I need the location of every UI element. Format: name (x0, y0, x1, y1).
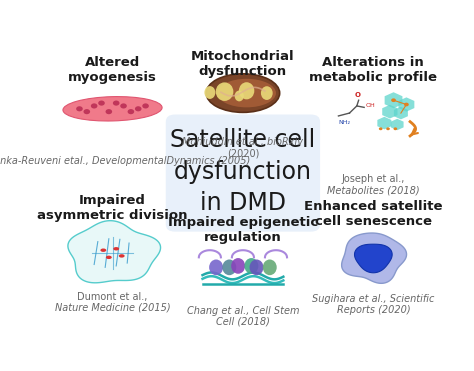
Text: Satellite cell
dysfunction
in DMD: Satellite cell dysfunction in DMD (170, 128, 316, 215)
Ellipse shape (98, 101, 105, 106)
Ellipse shape (217, 79, 276, 107)
Ellipse shape (391, 98, 396, 102)
Text: Nature Medicine (2015): Nature Medicine (2015) (55, 302, 170, 312)
Text: Chang et al., Cell Stem: Chang et al., Cell Stem (187, 306, 299, 316)
Ellipse shape (106, 109, 112, 114)
Text: Joseph et al.,: Joseph et al., (342, 174, 405, 184)
Ellipse shape (128, 109, 134, 114)
Ellipse shape (245, 258, 258, 274)
Text: (2020): (2020) (227, 148, 259, 158)
Ellipse shape (261, 86, 273, 100)
Ellipse shape (113, 101, 119, 106)
Polygon shape (355, 244, 392, 273)
Ellipse shape (209, 259, 223, 275)
Text: Reports (2020): Reports (2020) (337, 305, 410, 315)
Ellipse shape (91, 104, 98, 108)
Ellipse shape (135, 106, 142, 111)
Text: Mitochondrial
dysfunction: Mitochondrial dysfunction (191, 50, 295, 78)
Text: O: O (355, 92, 361, 98)
Ellipse shape (235, 91, 244, 101)
Ellipse shape (204, 86, 215, 99)
Text: Impaired epigenetic
regulation: Impaired epigenetic regulation (168, 216, 318, 244)
Ellipse shape (386, 127, 390, 130)
Text: Alterations in
metabolic profile: Alterations in metabolic profile (310, 56, 438, 84)
Ellipse shape (206, 74, 280, 112)
Text: Sugihara et al., Scientific: Sugihara et al., Scientific (312, 295, 435, 305)
Ellipse shape (113, 247, 119, 250)
Ellipse shape (222, 259, 237, 275)
Text: Enhanced satellite
cell senescence: Enhanced satellite cell senescence (304, 200, 443, 228)
Text: Dumont et al.,: Dumont et al., (77, 292, 148, 302)
FancyBboxPatch shape (166, 115, 320, 232)
Ellipse shape (142, 104, 149, 108)
Ellipse shape (76, 106, 83, 111)
Polygon shape (68, 221, 161, 283)
Text: Mohiuddin et al., bioRxiv: Mohiuddin et al., bioRxiv (182, 137, 303, 147)
Ellipse shape (393, 127, 397, 130)
Ellipse shape (216, 82, 233, 101)
Text: Impaired
asymmetric division: Impaired asymmetric division (37, 194, 188, 223)
Text: Yablonka-Reuveni etal., DevelopmentalDynamics (2005): Yablonka-Reuveni etal., DevelopmentalDyn… (0, 156, 251, 166)
Ellipse shape (404, 103, 409, 106)
Ellipse shape (83, 109, 90, 114)
Ellipse shape (119, 254, 125, 257)
Text: Metabolites (2018): Metabolites (2018) (327, 186, 419, 196)
Polygon shape (342, 233, 407, 283)
Text: Altered
myogenesis: Altered myogenesis (68, 56, 157, 84)
Ellipse shape (106, 256, 112, 259)
Ellipse shape (231, 258, 245, 274)
Ellipse shape (100, 249, 106, 252)
Text: OH: OH (366, 104, 376, 108)
Text: Cell (2018): Cell (2018) (216, 317, 270, 327)
Text: NH₂: NH₂ (338, 120, 350, 125)
Ellipse shape (120, 104, 127, 108)
Ellipse shape (249, 259, 264, 275)
Ellipse shape (263, 259, 277, 275)
Ellipse shape (239, 82, 255, 99)
Ellipse shape (379, 127, 383, 130)
Ellipse shape (63, 96, 162, 121)
